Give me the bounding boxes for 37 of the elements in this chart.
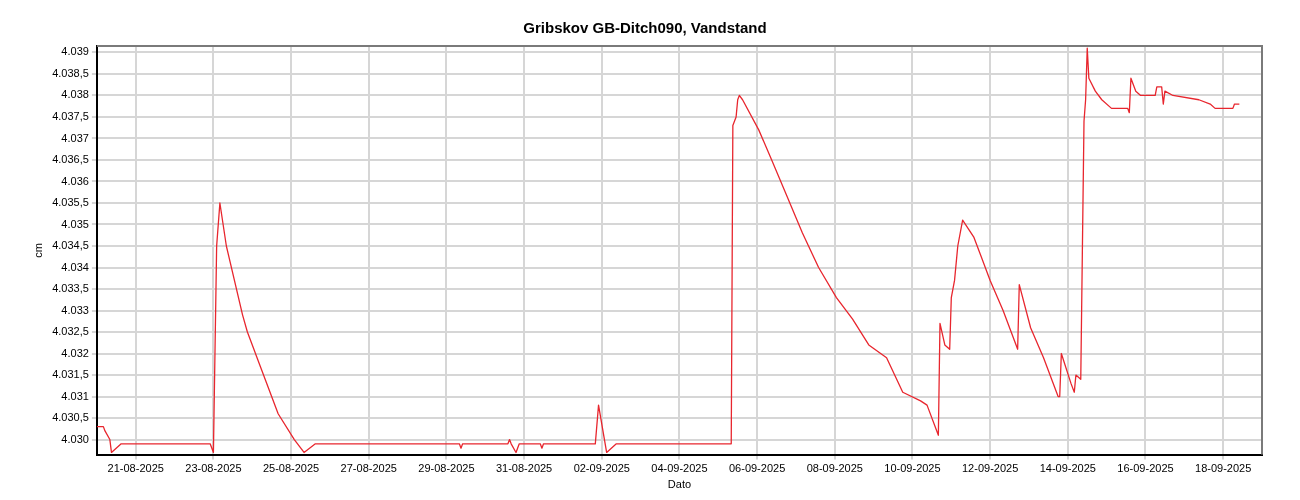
x-tick-label: 04-09-2025: [651, 462, 708, 475]
y-tick-label: 4.034,5: [52, 239, 89, 252]
y-tick-label: 4.036: [61, 174, 89, 187]
y-tick-label: 4.034: [61, 260, 89, 273]
y-tick-label: 4.035: [61, 217, 89, 230]
x-tick-label: 08-09-2025: [806, 462, 863, 475]
y-tick-label: 4.038,5: [52, 66, 89, 79]
x-tick-label: 02-09-2025: [573, 462, 630, 475]
y-tick-label: 4.031,5: [52, 368, 89, 381]
x-tick-label: 21-08-2025: [107, 462, 164, 475]
x-axis-title: Dato: [667, 478, 692, 491]
x-tick-label: 12-09-2025: [962, 462, 1019, 475]
x-tick-label: 14-09-2025: [1039, 462, 1096, 475]
x-tick-label: 31-08-2025: [495, 462, 553, 475]
y-tick-label: 4.030: [61, 432, 89, 445]
x-tick-label: 23-08-2025: [185, 462, 242, 475]
y-tick-label: 4.032,5: [52, 325, 89, 338]
y-tick-label: 4.038: [61, 88, 89, 101]
y-tick-label: 4.031: [61, 389, 89, 402]
y-tick-label: 4.033,5: [52, 282, 89, 295]
y-tick-label: 4.032: [61, 346, 89, 359]
x-tick-label: 29-08-2025: [418, 462, 475, 475]
y-tick-label: 4.037: [61, 131, 89, 144]
y-tick-label: 4.039: [61, 45, 89, 58]
x-tick-label: 10-09-2025: [884, 462, 941, 475]
x-tick-label: 25-08-2025: [262, 462, 320, 475]
y-tick-label: 4.033: [61, 303, 89, 316]
x-tick-label: 06-09-2025: [728, 462, 786, 475]
y-tick-label: 4.030,5: [52, 411, 89, 424]
y-tick-label: 4.037,5: [52, 110, 89, 122]
chart-title: Gribskov GB-Ditch090, Vandstand: [523, 19, 767, 37]
y-tick-label: 4.035,5: [52, 196, 89, 209]
x-tick-label: 16-09-2025: [1117, 462, 1174, 475]
y-tick-label: 4.036,5: [52, 153, 89, 166]
x-tick-label: 18-09-2025: [1195, 462, 1252, 475]
y-axis-title: cm: [31, 242, 44, 258]
x-tick-label: 27-08-2025: [340, 462, 397, 475]
